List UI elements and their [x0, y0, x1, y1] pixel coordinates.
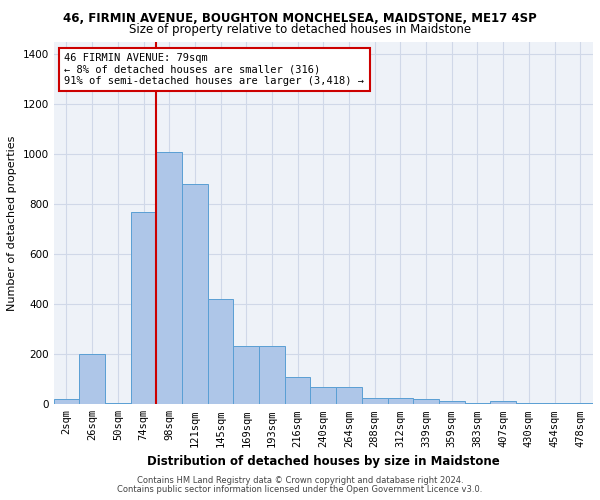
- Text: 46, FIRMIN AVENUE, BOUGHTON MONCHELSEA, MAIDSTONE, ME17 4SP: 46, FIRMIN AVENUE, BOUGHTON MONCHELSEA, …: [63, 12, 537, 26]
- Bar: [568, 403, 593, 404]
- Bar: [208, 300, 233, 405]
- Bar: [388, 398, 413, 404]
- X-axis label: Distribution of detached houses by size in Maidstone: Distribution of detached houses by size …: [147, 455, 500, 468]
- Bar: [182, 184, 208, 404]
- Bar: [490, 400, 516, 404]
- Bar: [105, 403, 131, 404]
- Bar: [233, 346, 259, 405]
- Bar: [310, 387, 336, 404]
- Bar: [542, 403, 568, 404]
- Y-axis label: Number of detached properties: Number of detached properties: [7, 136, 17, 311]
- Bar: [53, 400, 79, 404]
- Bar: [285, 377, 310, 404]
- Bar: [79, 354, 105, 405]
- Text: 46 FIRMIN AVENUE: 79sqm
← 8% of detached houses are smaller (316)
91% of semi-de: 46 FIRMIN AVENUE: 79sqm ← 8% of detached…: [64, 53, 364, 86]
- Bar: [336, 387, 362, 404]
- Text: Contains HM Land Registry data © Crown copyright and database right 2024.: Contains HM Land Registry data © Crown c…: [137, 476, 463, 485]
- Bar: [362, 398, 388, 404]
- Bar: [259, 346, 285, 405]
- Text: Size of property relative to detached houses in Maidstone: Size of property relative to detached ho…: [129, 22, 471, 36]
- Bar: [131, 212, 157, 404]
- Bar: [413, 400, 439, 404]
- Text: Contains public sector information licensed under the Open Government Licence v3: Contains public sector information licen…: [118, 484, 482, 494]
- Bar: [464, 403, 490, 404]
- Bar: [439, 400, 464, 404]
- Bar: [516, 403, 542, 404]
- Bar: [157, 152, 182, 405]
